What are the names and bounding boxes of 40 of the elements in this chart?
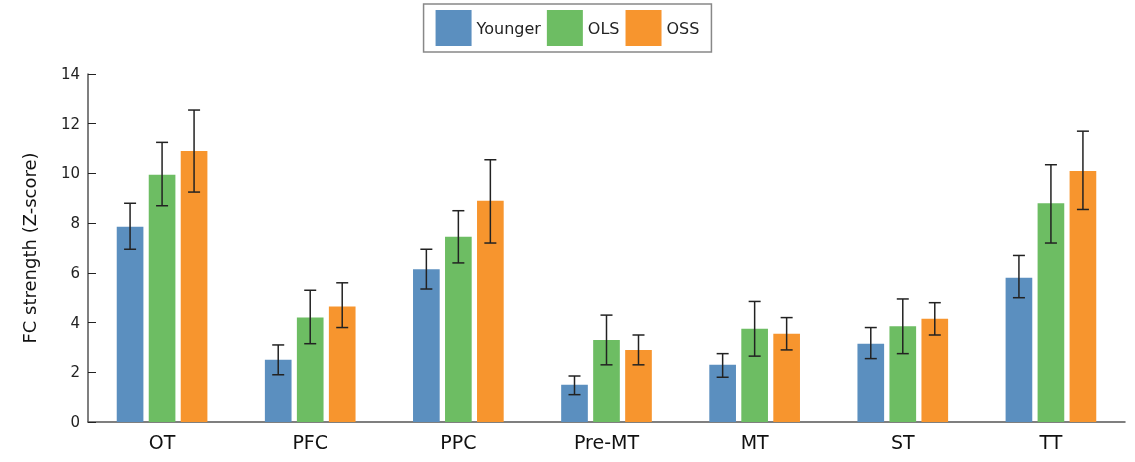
bar bbox=[264, 359, 292, 422]
bar bbox=[148, 174, 176, 422]
bar bbox=[773, 333, 800, 422]
bar bbox=[741, 328, 768, 422]
bar bbox=[709, 364, 736, 422]
bar bbox=[116, 226, 144, 422]
y-tick-label: 8 bbox=[70, 214, 80, 233]
bar bbox=[1037, 203, 1065, 422]
x-tick-label: TT bbox=[1038, 430, 1063, 453]
legend-label: OLS bbox=[587, 18, 620, 38]
bar bbox=[1069, 170, 1097, 422]
x-tick-label: MT bbox=[740, 430, 770, 453]
x-tick-label: Pre-MT bbox=[573, 430, 640, 453]
bar bbox=[561, 384, 588, 422]
x-tick-label: ST bbox=[890, 430, 916, 453]
bar bbox=[477, 200, 504, 422]
legend-label: Younger bbox=[475, 18, 542, 38]
bar bbox=[889, 326, 917, 422]
legend-label: OSS bbox=[666, 18, 700, 38]
y-tick-label: 6 bbox=[70, 263, 80, 282]
y-tick-label: 2 bbox=[70, 363, 80, 382]
bar bbox=[593, 339, 620, 422]
y-tick-label: 12 bbox=[60, 114, 80, 133]
y-tick-label: 4 bbox=[70, 313, 80, 332]
x-tick-label: PFC bbox=[292, 430, 329, 453]
y-axis-title: FC strength (Z-score) bbox=[18, 152, 40, 344]
y-tick-label: 10 bbox=[60, 164, 80, 183]
bar bbox=[445, 236, 472, 422]
bar bbox=[180, 151, 208, 422]
y-tick-label: 0 bbox=[70, 413, 80, 431]
bar bbox=[921, 318, 949, 422]
bar bbox=[328, 306, 356, 422]
x-tick-label: OT bbox=[148, 430, 176, 453]
bar bbox=[857, 343, 885, 422]
bar bbox=[625, 349, 652, 422]
y-tick-label: 14 bbox=[60, 65, 80, 83]
bar bbox=[296, 317, 324, 422]
x-tick-label: PPC bbox=[440, 430, 477, 453]
bar bbox=[1005, 277, 1033, 422]
bar bbox=[413, 269, 440, 422]
